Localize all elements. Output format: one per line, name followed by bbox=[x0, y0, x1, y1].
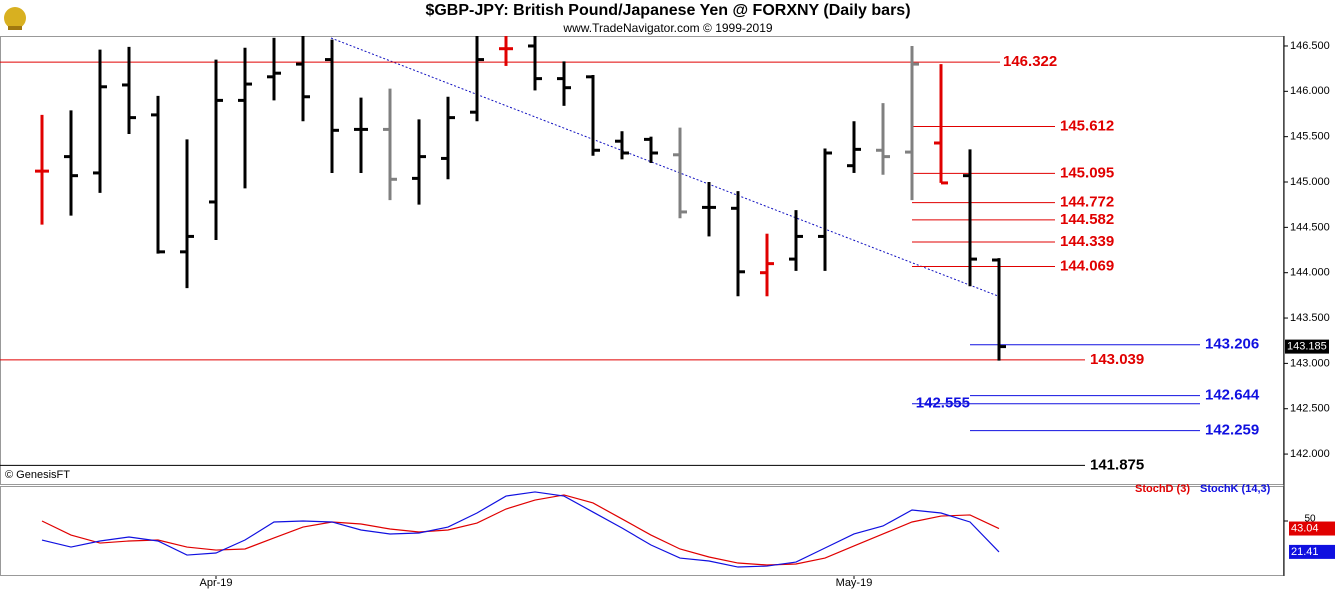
last-price-tag bbox=[1285, 339, 1329, 354]
stoch-value-label: 21.41 bbox=[1291, 546, 1319, 558]
y-tick-label: 145.500 bbox=[1290, 131, 1330, 143]
stoch-value-tag bbox=[1289, 521, 1335, 536]
y-tick-label: 146.500 bbox=[1290, 40, 1330, 52]
stoch-value-label: 43.04 bbox=[1291, 522, 1319, 534]
x-tick-label: May-19 bbox=[836, 577, 873, 589]
stoch-line bbox=[41, 494, 1000, 566]
level-label: 143.039 bbox=[1090, 351, 1144, 368]
stoch-tick-label: 50 bbox=[1304, 514, 1316, 525]
x-tick-label: Apr-19 bbox=[199, 577, 232, 589]
y-tick-label: 144.500 bbox=[1290, 221, 1330, 233]
chart-title: $GBP-JPY: British Pound/Japanese Yen @ F… bbox=[425, 2, 910, 19]
y-tick-label: 143.500 bbox=[1290, 312, 1330, 324]
y-tick-label: 145.000 bbox=[1290, 176, 1330, 188]
level-label: 142.555 bbox=[916, 395, 970, 412]
stoch-line bbox=[41, 491, 1000, 568]
y-tick-label: 146.000 bbox=[1290, 85, 1330, 97]
level-label: 142.259 bbox=[1205, 422, 1259, 439]
level-label: 144.772 bbox=[1060, 194, 1114, 211]
stoch-value-tag bbox=[1289, 544, 1335, 559]
level-label: 145.095 bbox=[1060, 164, 1114, 181]
trend-line bbox=[330, 37, 999, 297]
last-price-label: 143.185 bbox=[1287, 341, 1327, 353]
level-label: 144.582 bbox=[1060, 211, 1114, 228]
level-label: 141.875 bbox=[1090, 456, 1144, 473]
y-tick-label: 144.000 bbox=[1290, 267, 1330, 279]
level-label: 144.339 bbox=[1060, 233, 1114, 250]
legend-entry: StochD (3) bbox=[1135, 483, 1190, 495]
level-label: 144.069 bbox=[1060, 257, 1114, 274]
legend-entry: StochK (14,3) bbox=[1200, 483, 1271, 495]
level-label: 146.322 bbox=[1003, 53, 1057, 70]
logo bbox=[4, 7, 26, 30]
y-tick-label: 143.000 bbox=[1290, 357, 1330, 369]
y-tick-label: 142.500 bbox=[1290, 403, 1330, 415]
level-label: 145.612 bbox=[1060, 117, 1114, 134]
y-tick-label: 142.000 bbox=[1290, 448, 1330, 460]
source-note: © GenesisFT bbox=[5, 469, 70, 481]
chart-subtitle: www.TradeNavigator.com © 1999-2019 bbox=[562, 21, 772, 35]
level-label: 142.644 bbox=[1205, 387, 1260, 404]
level-label: 143.206 bbox=[1205, 336, 1259, 353]
